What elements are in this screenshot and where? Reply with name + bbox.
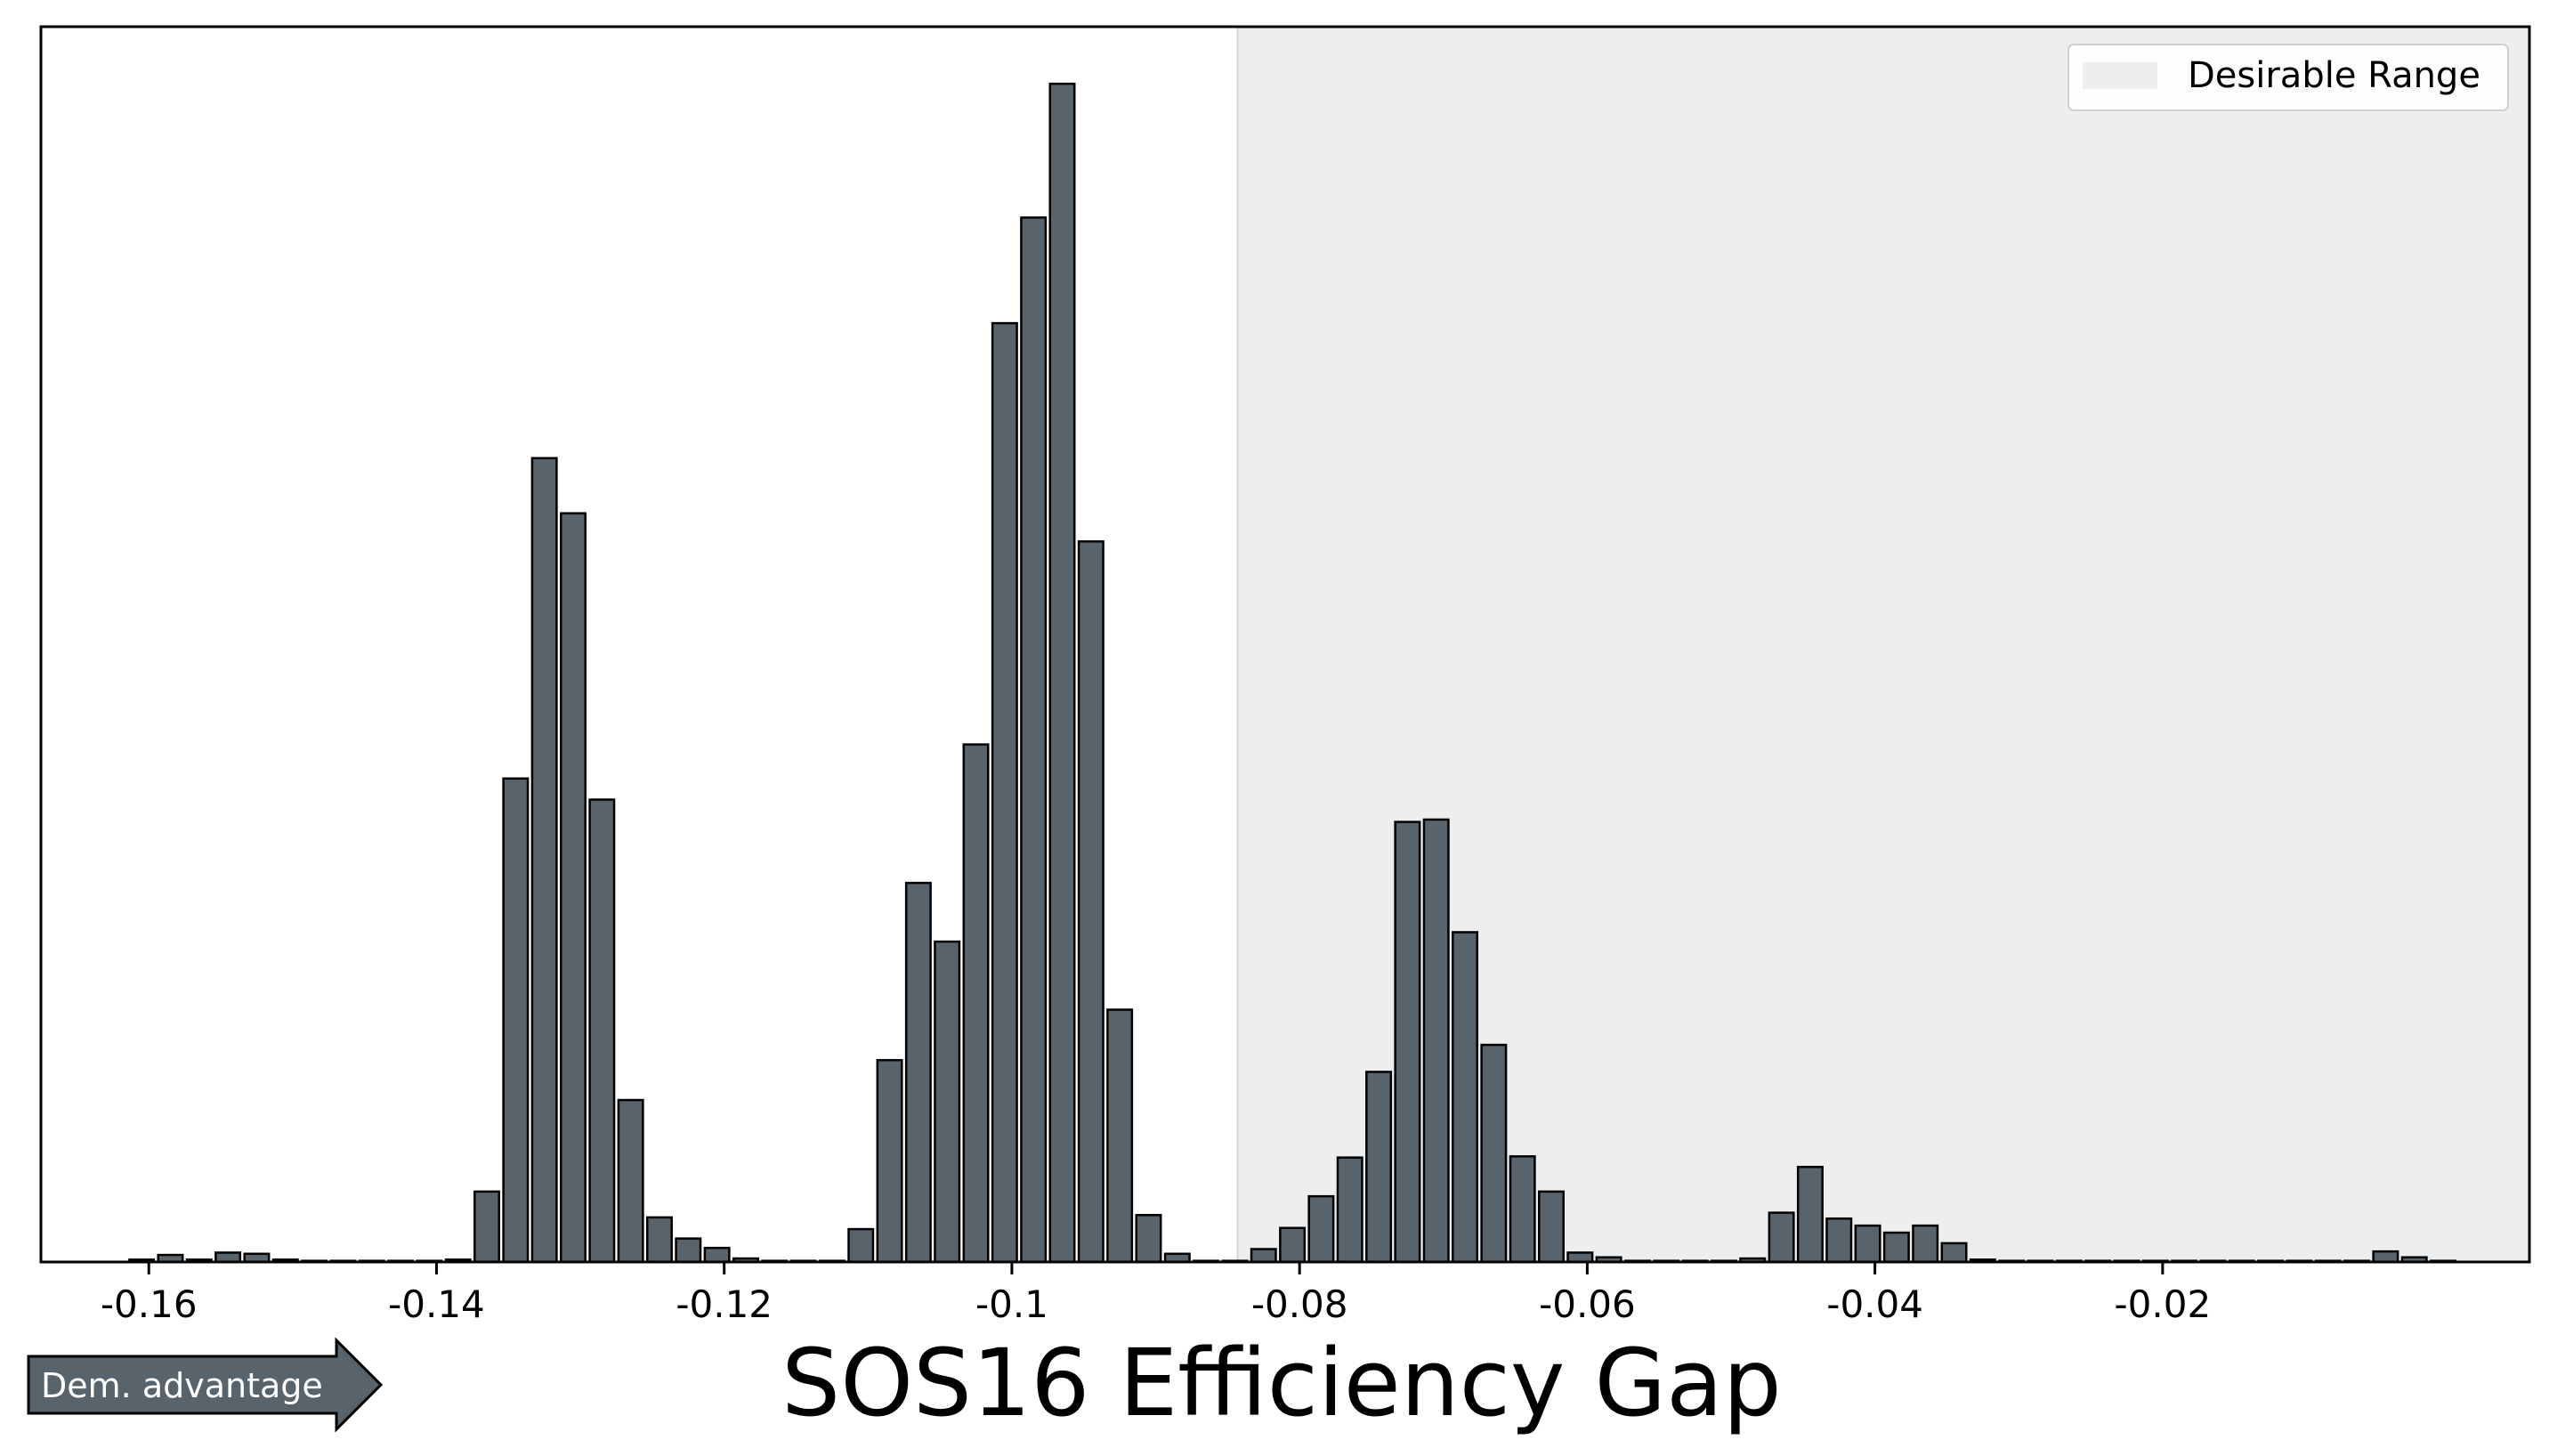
histogram-bar: [1422, 818, 1450, 1264]
histogram-bar: [560, 512, 587, 1264]
x-tick-label: -0.16: [101, 1282, 198, 1326]
legend: Desirable Range: [2068, 44, 2509, 111]
histogram-bar: [962, 743, 990, 1264]
histogram-bar: [675, 1237, 702, 1264]
histogram-bar: [703, 1246, 731, 1264]
x-tick-label: -0.08: [1251, 1282, 1348, 1326]
histogram-bar: [991, 321, 1018, 1264]
histogram-bar: [1940, 1242, 1968, 1264]
arrow-label: Dem. advantage: [41, 1366, 323, 1405]
histogram-bar: [1912, 1224, 1939, 1264]
histogram-bar: [1796, 1165, 1824, 1264]
histogram-bar: [2372, 1250, 2399, 1264]
histogram-bar: [530, 457, 558, 1264]
histogram-bar: [1135, 1214, 1162, 1264]
x-tick-label: -0.12: [676, 1282, 773, 1326]
histogram-bar: [1250, 1248, 1277, 1264]
legend-box: [2068, 44, 2509, 111]
histogram-bar: [1854, 1224, 1881, 1264]
histogram-bar: [1566, 1251, 1594, 1264]
histogram-bar: [1077, 540, 1105, 1264]
plot-frame: [39, 25, 2531, 1264]
dem-advantage-arrow: Dem. advantage: [27, 1337, 384, 1433]
histogram-bar: [904, 881, 932, 1264]
histogram-bar: [1825, 1217, 1853, 1264]
histogram-bar: [1106, 1008, 1134, 1264]
histogram-bar: [1336, 1156, 1364, 1264]
x-tick-label: -0.02: [2115, 1282, 2212, 1326]
x-tick-label: -0.04: [1826, 1282, 1923, 1326]
histogram-bar: [1480, 1043, 1508, 1264]
histogram-bar: [1882, 1231, 1910, 1264]
histogram-bar: [588, 798, 616, 1264]
histogram-bar: [1365, 1071, 1393, 1264]
histogram-bar: [473, 1190, 501, 1264]
arrow-right-icon: [27, 1337, 384, 1433]
x-tick-label: -0.06: [1539, 1282, 1636, 1326]
histogram-bar: [214, 1251, 242, 1264]
histogram-bar: [1307, 1194, 1335, 1264]
histogram-bar: [1768, 1211, 1795, 1264]
legend-label-desirable-range: Desirable Range: [2188, 55, 2480, 96]
histogram-bar: [1020, 216, 1048, 1264]
histogram-bar: [847, 1227, 875, 1264]
x-tick-label: -0.14: [388, 1282, 485, 1326]
x-tick-label: -0.1: [975, 1282, 1048, 1326]
histogram-bar: [645, 1216, 673, 1264]
histogram-bar: [1394, 821, 1421, 1264]
histogram-bar: [934, 940, 961, 1264]
x-axis-ticks: -0.16 -0.14 -0.12 -0.1 -0.08 -0.06 -0.04 -0.02: [101, 1262, 2211, 1326]
histogram-bar: [876, 1058, 903, 1264]
histogram-bar: [1279, 1226, 1307, 1264]
histogram-bar: [1509, 1155, 1536, 1264]
histogram-bar: [1538, 1190, 1565, 1264]
histogram-bar: [1048, 82, 1076, 1264]
legend-swatch-desirable-range: [2083, 62, 2157, 89]
bars-group: [128, 82, 2457, 1264]
x-axis-label: SOS16 Efficiency Gap: [781, 1329, 1782, 1437]
histogram-bar: [617, 1098, 644, 1264]
histogram-bar: [502, 777, 530, 1264]
histogram-bar: [1452, 931, 1479, 1264]
